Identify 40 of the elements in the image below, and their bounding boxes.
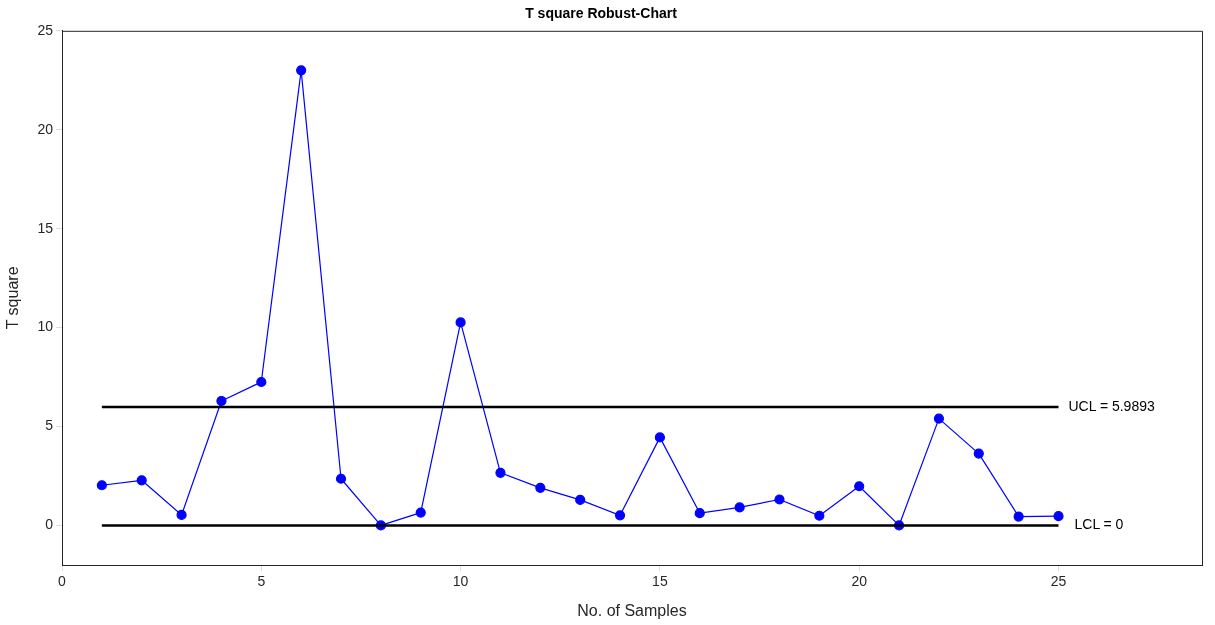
ref-line-label: UCL = 5.9893 [1068,397,1155,414]
point [734,502,745,513]
point [296,65,307,76]
y-axis-title: T square [4,266,22,330]
y-tick-label: 0 [45,516,54,533]
point [535,482,546,493]
x-tick-label: 20 [851,573,868,590]
point [455,317,466,328]
point [136,475,147,486]
y-tick-label: 15 [37,219,54,236]
point [216,395,227,407]
x-tick-label: 5 [257,573,266,590]
x-tick-label: 15 [652,573,668,590]
point [96,480,107,491]
x-tick-label: 10 [452,573,469,590]
point [1053,511,1064,522]
y-tick-label: 10 [37,318,54,335]
y-tick-label: 20 [37,120,54,137]
x-tick-label: 25 [1050,573,1067,590]
x-axis-title: No. of Samples [577,601,687,619]
point [814,510,825,521]
point [654,432,665,443]
y-tick-label: 25 [37,21,54,38]
point [694,508,705,519]
point [774,494,785,505]
x-tick-label: 0 [58,573,67,590]
point [335,473,347,484]
point [933,413,945,424]
point [854,481,865,492]
point [415,507,426,518]
y-tick-label: 5 [45,417,54,434]
point [256,376,267,388]
point [973,448,984,459]
point [614,510,626,521]
point [495,467,506,478]
point [575,494,586,506]
point [176,509,187,521]
point [1013,511,1024,522]
ref-line-label: LCL = 0 [1074,516,1124,533]
chart-title: T square Robust-Chart [525,5,678,22]
